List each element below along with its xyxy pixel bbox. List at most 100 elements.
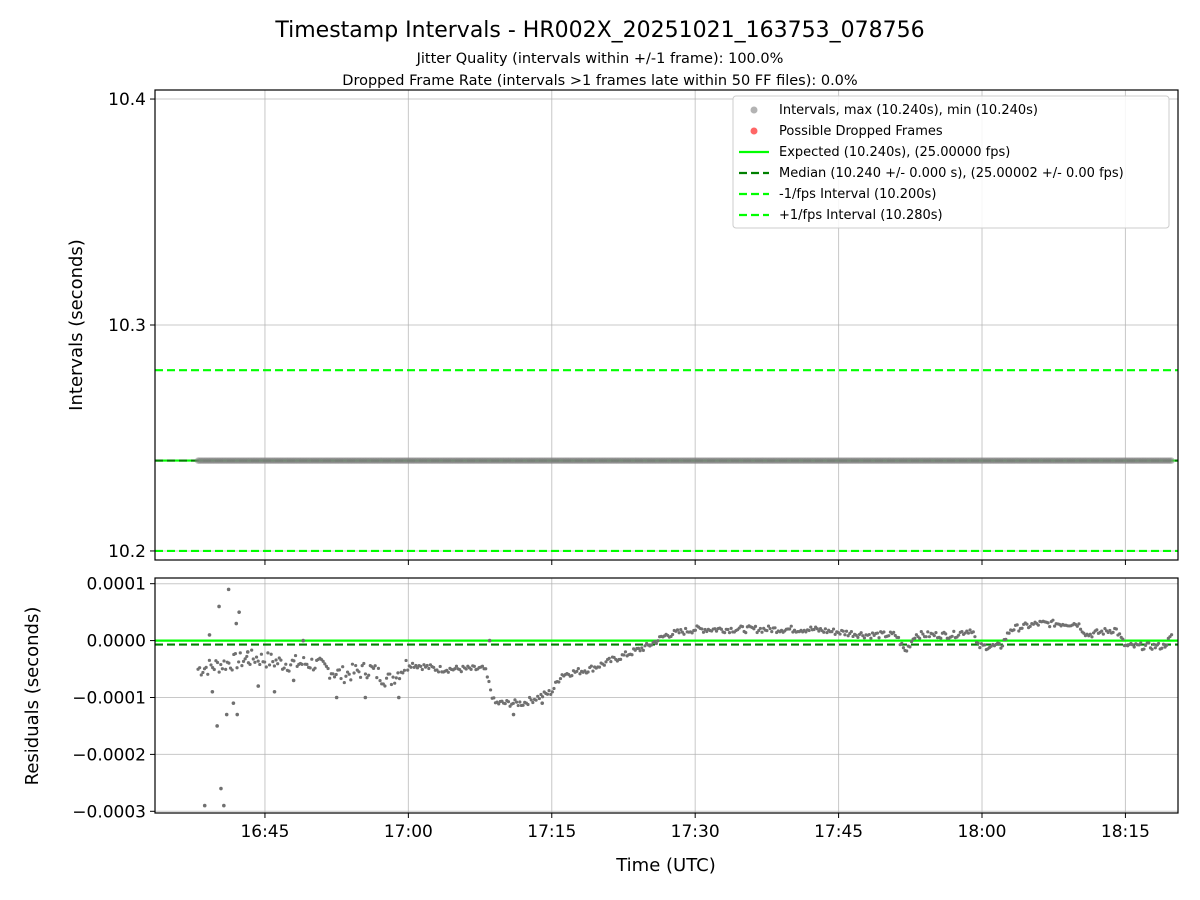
residual-point <box>636 646 641 650</box>
residual-point <box>604 660 608 664</box>
residual-point <box>292 659 296 663</box>
residual-point <box>414 663 418 668</box>
residual-point <box>641 648 645 652</box>
residual-point <box>1075 624 1079 628</box>
residual-point <box>924 635 928 639</box>
legend-label-dropped-frames: Possible Dropped Frames <box>779 124 943 139</box>
residual-point <box>586 670 590 674</box>
residual-point <box>882 630 886 634</box>
residual-point <box>422 663 426 667</box>
residual-point <box>729 626 733 630</box>
residual-outlier-point <box>226 587 231 592</box>
residual-point <box>233 652 238 656</box>
x-tick-label: 17:30 <box>671 822 720 842</box>
residual-point <box>527 695 532 700</box>
residual-point <box>410 661 415 665</box>
intervals-y-tick-label: 10.3 <box>108 316 146 336</box>
residual-outlier-point <box>256 684 261 688</box>
residual-point <box>513 698 517 702</box>
residual-point <box>770 630 774 634</box>
residual-point <box>352 671 356 675</box>
residual-point <box>363 672 368 676</box>
residual-point <box>841 629 845 633</box>
residual-point <box>469 667 473 671</box>
residual-point <box>825 630 829 635</box>
residual-point <box>1101 632 1105 636</box>
residual-point <box>693 628 697 632</box>
residual-point <box>831 627 836 631</box>
residual-point <box>404 658 408 663</box>
residual-point <box>1000 644 1005 648</box>
residual-point <box>867 632 871 637</box>
residual-point <box>760 630 764 634</box>
residual-point <box>908 645 912 649</box>
residual-point <box>921 632 925 636</box>
residual-point <box>870 631 875 635</box>
residual-point <box>550 690 554 694</box>
residual-point <box>1088 632 1092 636</box>
residual-point <box>919 630 923 634</box>
residual-point <box>332 675 337 679</box>
legend: Intervals, max (10.240s), min (10.240s) … <box>732 95 1170 229</box>
residual-point <box>212 667 216 672</box>
legend-label-plus-fps: +1/fps Interval (10.280s) <box>779 208 943 223</box>
residual-point <box>497 702 501 706</box>
residual-point <box>622 653 626 657</box>
residual-point <box>675 628 680 632</box>
intervals-y-tick-label: 10.2 <box>108 542 146 562</box>
residual-point <box>1020 626 1024 630</box>
residual-point <box>300 662 304 666</box>
residual-point <box>609 659 613 664</box>
residual-point <box>220 667 225 671</box>
residual-point <box>373 664 377 668</box>
residual-point <box>927 635 932 639</box>
x-axis-label: Time (UTC) <box>615 855 716 876</box>
residual-point <box>705 629 709 634</box>
residual-point <box>402 668 407 672</box>
residual-point <box>997 641 1001 646</box>
residual-point <box>843 633 847 637</box>
residual-point <box>321 659 325 663</box>
residual-point <box>1160 646 1164 650</box>
residual-point <box>274 658 278 662</box>
residual-outlier-point <box>272 690 277 694</box>
legend-marker-intervals <box>750 106 758 114</box>
residual-point <box>514 700 519 704</box>
intervals-scatter <box>194 457 1175 464</box>
residual-outlier-point <box>245 650 250 654</box>
residual-point <box>807 628 811 633</box>
residual-point <box>384 676 389 680</box>
residual-point <box>362 661 366 666</box>
residual-point <box>516 703 520 708</box>
residual-point <box>1156 641 1161 646</box>
residual-point <box>388 672 392 676</box>
residual-point <box>719 627 723 631</box>
residual-point <box>869 636 873 640</box>
residual-point <box>892 630 896 634</box>
residual-point <box>1004 637 1008 641</box>
residual-point <box>1111 630 1115 634</box>
residual-outlier-point <box>224 712 229 717</box>
residual-point <box>472 664 476 669</box>
residual-point <box>531 700 535 705</box>
residual-point <box>201 670 205 675</box>
residual-point <box>287 669 291 673</box>
residual-outlier-point <box>202 803 207 808</box>
residual-point <box>913 636 917 640</box>
residual-point <box>215 660 220 665</box>
residual-point <box>1152 642 1156 646</box>
residual-point <box>256 659 260 663</box>
residual-point <box>302 655 306 660</box>
residual-point <box>1153 646 1157 650</box>
intervals-y-tick-label: 10.4 <box>108 90 146 110</box>
residual-point <box>844 629 849 633</box>
residual-point <box>243 657 247 661</box>
residual-point <box>341 665 345 669</box>
residual-point <box>887 634 891 638</box>
residual-point <box>1100 629 1104 633</box>
residual-point <box>909 639 914 644</box>
residual-point <box>480 664 485 668</box>
residual-point <box>253 660 257 664</box>
residual-point <box>376 666 381 670</box>
residual-point <box>789 624 793 628</box>
